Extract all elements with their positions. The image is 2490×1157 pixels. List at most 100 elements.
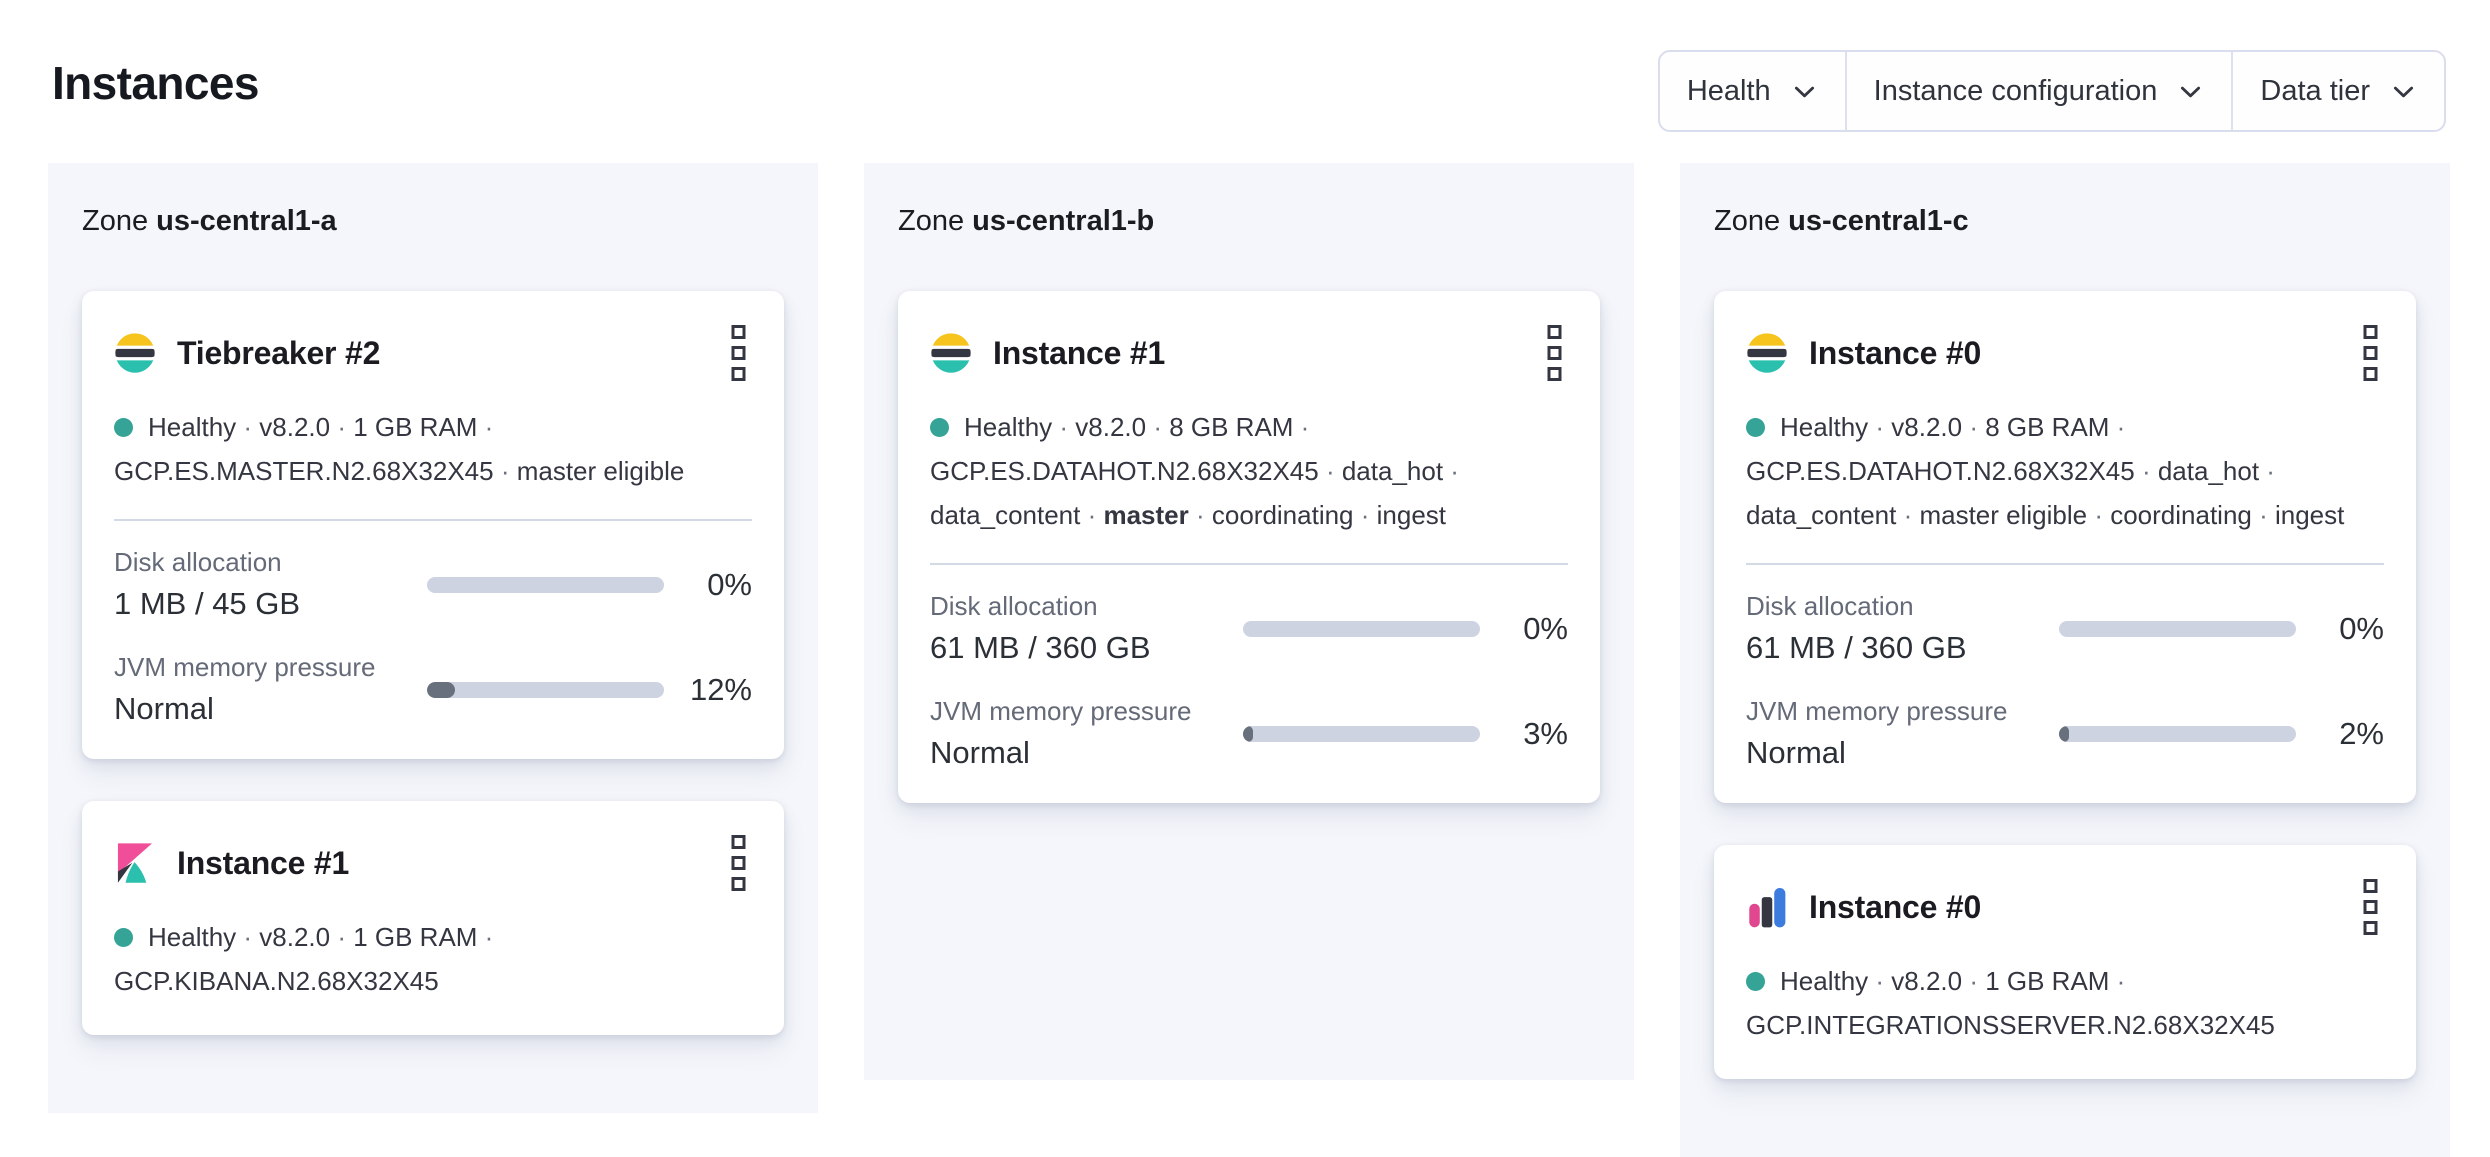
instance-menu-button[interactable] bbox=[2357, 321, 2384, 385]
health-dot bbox=[114, 928, 133, 947]
instance-menu-button[interactable] bbox=[1541, 321, 1568, 385]
zone-name: us-central1-a bbox=[156, 205, 337, 237]
zone-column-us-central1-c: Zone us-central1-c Instance #0 Healthy ·… bbox=[1680, 163, 2450, 1157]
filter-group: Health Instance configuration Data tier bbox=[1657, 50, 2446, 132]
meta-separator: · bbox=[330, 922, 354, 952]
metric-percent: 12% bbox=[689, 671, 752, 707]
instance-title[interactable]: Instance #0 bbox=[1809, 334, 1982, 371]
health-dot bbox=[930, 418, 949, 437]
metric-label: JVM memory pressure bbox=[1746, 696, 2008, 726]
instance-meta: Healthy · v8.2.0 · 8 GB RAM · GCP.ES.DAT… bbox=[1746, 405, 2384, 537]
meta-separator: · bbox=[1868, 412, 1892, 442]
metric-percent: 0% bbox=[1523, 610, 1568, 646]
meta-item: master eligible bbox=[516, 456, 685, 486]
elasticsearch-logo bbox=[1746, 332, 1788, 374]
progress-bar bbox=[427, 681, 664, 698]
progress-bar-fill bbox=[427, 681, 456, 698]
meta-item: master eligible bbox=[1919, 500, 2088, 530]
metric-value: Normal bbox=[114, 691, 214, 726]
elasticsearch-logo bbox=[930, 332, 972, 374]
meta-item: Healthy bbox=[148, 922, 237, 952]
instance-card: Instance #1 Healthy · v8.2.0 · 8 GB RAM … bbox=[898, 291, 1600, 803]
instance-title[interactable]: Instance #1 bbox=[177, 844, 350, 881]
metric-row-jvm-memory-pressure: JVM memory pressure Normal 12% bbox=[114, 652, 752, 727]
meta-separator: · bbox=[2134, 456, 2158, 486]
instance-card: Tiebreaker #2 Healthy · v8.2.0 · 1 GB RA… bbox=[82, 291, 784, 759]
meta-separator: · bbox=[236, 922, 260, 952]
zone-column-us-central1-a: Zone us-central1-a Tiebreaker #2 Healthy… bbox=[48, 163, 818, 1113]
meta-item: Healthy bbox=[1780, 412, 1869, 442]
meta-item: Healthy bbox=[148, 412, 237, 442]
meta-item: GCP.ES.DATAHOT.N2.68X32X45 bbox=[930, 456, 1319, 486]
meta-item: 1 GB RAM bbox=[1985, 966, 2110, 996]
meta-separator: · bbox=[493, 456, 517, 486]
meta-separator: · bbox=[1868, 966, 1892, 996]
meta-separator: · bbox=[1293, 412, 1310, 442]
meta-separator: · bbox=[1962, 412, 1986, 442]
chevron-down-icon bbox=[1791, 78, 1818, 105]
health-dot bbox=[1746, 418, 1765, 437]
meta-item: master bbox=[1103, 500, 1189, 530]
instance-card: Instance #0 Healthy · v8.2.0 · 1 GB RAM … bbox=[1714, 845, 2416, 1079]
integrations-server-logo bbox=[1746, 886, 1788, 928]
meta-item: ingest bbox=[1376, 500, 1447, 530]
metric-value: Normal bbox=[1746, 735, 1846, 770]
metric-label: Disk allocation bbox=[930, 591, 1098, 621]
zone-label: Zone us-central1-b bbox=[898, 205, 1155, 237]
card-divider bbox=[1746, 563, 2384, 565]
zone-column-us-central1-b: Zone us-central1-b Instance #1 Healthy ·… bbox=[864, 163, 1634, 1080]
zone-name: us-central1-b bbox=[972, 205, 1155, 237]
metric-value: 61 MB / 360 GB bbox=[1746, 630, 1967, 665]
meta-separator: · bbox=[1052, 412, 1076, 442]
filter-label: Health bbox=[1686, 74, 1771, 107]
meta-separator: · bbox=[477, 922, 494, 952]
page-header: Instances Health Instance configuration … bbox=[0, 0, 2490, 163]
meta-separator: · bbox=[2259, 456, 2275, 486]
instance-title[interactable]: Instance #1 bbox=[993, 334, 1166, 371]
elasticsearch-logo bbox=[114, 332, 156, 374]
meta-separator: · bbox=[1443, 456, 1459, 486]
meta-separator: · bbox=[2109, 966, 2126, 996]
chevron-down-icon bbox=[2177, 78, 2204, 105]
instance-card: Instance #1 Healthy · v8.2.0 · 1 GB RAM … bbox=[82, 801, 784, 1035]
filter-button-health[interactable]: Health bbox=[1660, 52, 1847, 130]
filter-button-instance-configuration[interactable]: Instance configuration bbox=[1847, 52, 2234, 130]
boxes-vertical-icon bbox=[731, 325, 746, 381]
zone-label: Zone us-central1-c bbox=[1714, 205, 1969, 237]
meta-item: v8.2.0 bbox=[1075, 412, 1147, 442]
instance-title[interactable]: Instance #0 bbox=[1809, 888, 1982, 925]
health-dot bbox=[1746, 972, 1765, 991]
progress-bar bbox=[2059, 620, 2296, 637]
instance-menu-button[interactable] bbox=[725, 831, 752, 895]
meta-separator: · bbox=[1318, 456, 1342, 486]
meta-item: 8 GB RAM bbox=[1169, 412, 1294, 442]
instance-title[interactable]: Tiebreaker #2 bbox=[177, 334, 381, 371]
page-title: Instances bbox=[52, 57, 259, 109]
metric-row-disk-allocation: Disk allocation 61 MB / 360 GB 0% bbox=[1746, 591, 2384, 666]
metric-row-disk-allocation: Disk allocation 1 MB / 45 GB 0% bbox=[114, 547, 752, 622]
meta-item: data_content bbox=[930, 500, 1081, 530]
card-divider bbox=[114, 519, 752, 521]
progress-bar-fill bbox=[1243, 725, 1253, 742]
meta-separator: · bbox=[1146, 412, 1170, 442]
metric-value: 1 MB / 45 GB bbox=[114, 586, 301, 621]
boxes-vertical-icon bbox=[2363, 325, 2378, 381]
progress-bar bbox=[2059, 725, 2296, 742]
meta-separator: · bbox=[1353, 500, 1377, 530]
metric-percent: 2% bbox=[2339, 715, 2384, 751]
boxes-vertical-icon bbox=[731, 835, 746, 891]
instance-menu-button[interactable] bbox=[725, 321, 752, 385]
instance-card: Instance #0 Healthy · v8.2.0 · 8 GB RAM … bbox=[1714, 291, 2416, 803]
metric-label: Disk allocation bbox=[114, 547, 282, 577]
filter-label: Data tier bbox=[2260, 74, 2370, 107]
meta-item: 1 GB RAM bbox=[353, 412, 478, 442]
meta-item: GCP.ES.DATAHOT.N2.68X32X45 bbox=[1746, 456, 2135, 486]
filter-button-data-tier[interactable]: Data tier bbox=[2233, 52, 2444, 130]
instance-menu-button[interactable] bbox=[2357, 875, 2384, 939]
meta-separator: · bbox=[1896, 500, 1920, 530]
metric-label: JVM memory pressure bbox=[930, 696, 1192, 726]
boxes-vertical-icon bbox=[2363, 879, 2378, 935]
meta-item: data_hot bbox=[2157, 456, 2260, 486]
meta-separator: · bbox=[330, 412, 354, 442]
meta-item: 8 GB RAM bbox=[1985, 412, 2110, 442]
